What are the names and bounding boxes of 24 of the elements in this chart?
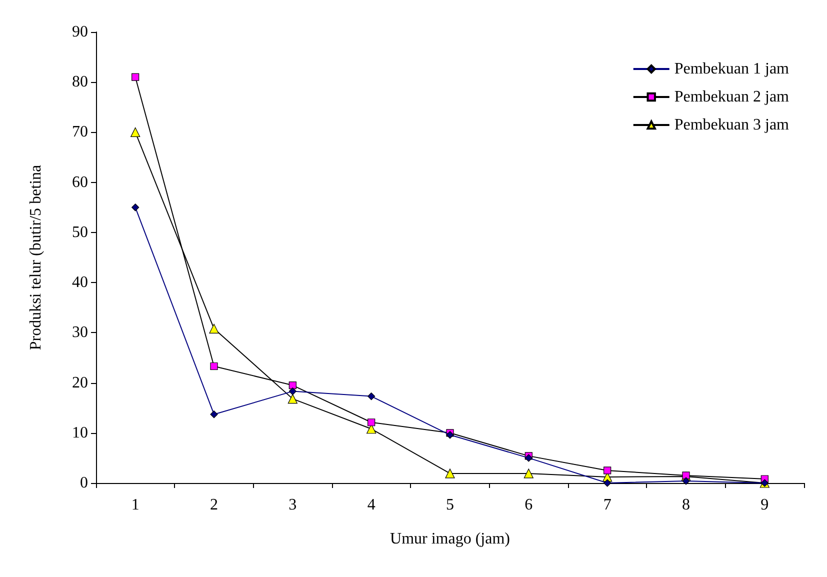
legend-label: Pembekuan 3 jam [674,116,790,134]
y-tick-label: 0 [80,474,88,492]
y-tick-label: 30 [72,324,88,342]
y-tick-label: 80 [72,74,88,91]
y-tick-label: 10 [72,424,88,442]
legend-label: Pembekuan 1 jam [674,60,790,78]
y-tick-label: 60 [72,174,88,191]
y-tick-label: 40 [72,274,88,292]
x-tick-label: 3 [288,496,297,514]
y-tick-label: 90 [72,24,88,40]
x-axis-title: Umur imago (jam) [390,530,510,548]
legend-label: Pembekuan 2 jam [674,88,790,106]
x-tick-label: 9 [760,496,769,514]
y-tick-label: 20 [72,374,88,392]
x-tick-label: 8 [682,496,690,514]
y-tick-label: 50 [72,224,88,241]
x-tick-label: 5 [446,496,454,514]
x-tick-label: 1 [131,496,140,514]
x-tick-label: 6 [524,496,533,514]
x-tick-label: 4 [367,496,376,514]
y-axis-title: Produksi telur (butir/5 betina [28,164,44,350]
x-tick-label: 2 [210,496,218,514]
y-tick-label: 70 [72,124,88,141]
x-tick-label: 7 [603,496,612,514]
